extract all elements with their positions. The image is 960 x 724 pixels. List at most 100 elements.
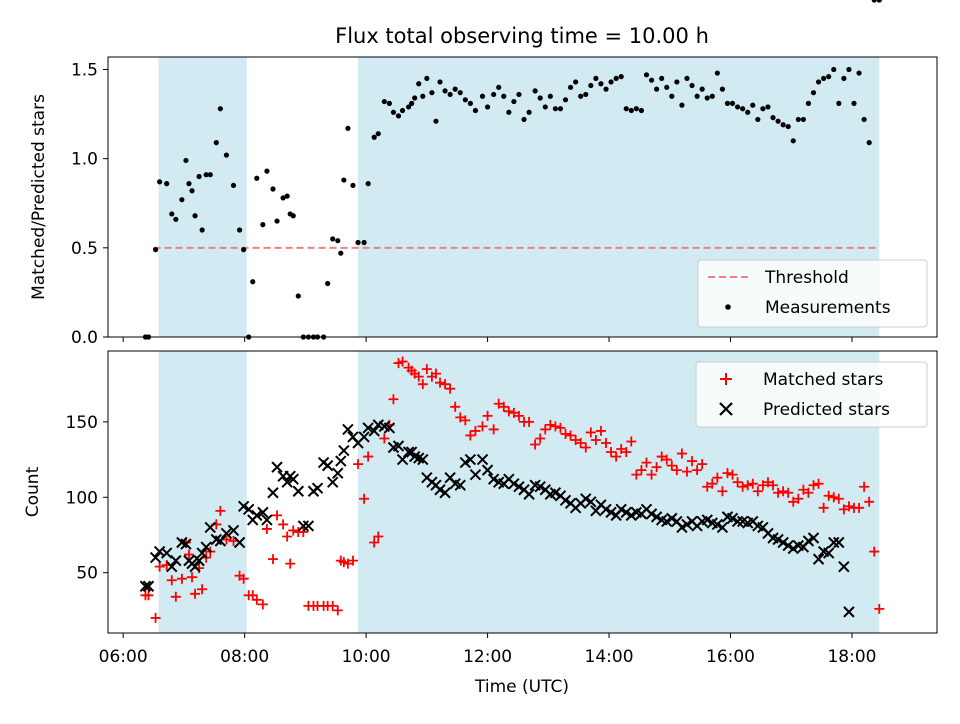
matched-star-point (778, 486, 789, 497)
measurement-point (598, 81, 604, 87)
matched-star-point (611, 451, 622, 462)
measurement-point (274, 218, 280, 224)
matched-star-point (238, 573, 249, 584)
measurement-point (836, 100, 842, 106)
predicted-star-point (233, 536, 246, 549)
measurement-point (805, 100, 812, 106)
matched-star-point (347, 555, 358, 566)
measurement-point (734, 104, 741, 110)
measurement-point (236, 227, 243, 233)
matched-star-point (342, 558, 353, 569)
matched-legend-label: Matched stars (763, 370, 883, 390)
measurement-point (361, 239, 367, 246)
bottom-y-tick-label: 150 (66, 413, 98, 433)
predicted-star-point (297, 520, 310, 532)
matched-star-point (470, 425, 481, 436)
matched-star-point (646, 469, 657, 480)
matched-star-point (818, 502, 829, 513)
matched-star-point (413, 371, 424, 382)
matched-star-point (808, 480, 819, 491)
measurement-point (664, 84, 670, 90)
measurement-point (780, 122, 786, 128)
measurement-point (669, 93, 675, 99)
predicted-star-point (139, 580, 152, 592)
matched-star-point (493, 398, 504, 409)
measurement-point (740, 106, 746, 112)
measurement-point (876, 0, 882, 3)
matched-star-point (503, 406, 514, 417)
predicted-star-point (292, 485, 305, 497)
measurement-point (484, 104, 491, 110)
matched-star-point (702, 481, 713, 492)
predicted-legend-marker (719, 402, 733, 416)
predicted-star-point (476, 453, 489, 466)
matched-star-point (783, 487, 794, 498)
measurement-point (325, 280, 331, 287)
matched-star-point (187, 572, 198, 583)
matched-star-point (530, 439, 541, 450)
predicted-star-point (338, 444, 350, 457)
matched-star-point (869, 546, 880, 557)
measurement-point (800, 116, 806, 123)
matched-star-point (176, 573, 187, 584)
predicted-star-point (161, 547, 173, 559)
measurement-point (264, 168, 270, 174)
measurement-point (750, 102, 756, 108)
matched-star-point (590, 434, 601, 445)
measurement-point (760, 106, 766, 112)
measurement-point (654, 86, 660, 92)
matched-star-point (565, 430, 576, 441)
predicted-star-point (180, 538, 192, 550)
matched-star-point (874, 603, 885, 614)
measurement-point (795, 116, 801, 123)
measurement-point (557, 106, 564, 112)
predicted-star-point (469, 468, 482, 481)
measurement-point (526, 109, 532, 115)
measurement-point (169, 211, 175, 217)
matched-star-point (798, 484, 809, 495)
x-tick-label: 18:00 (827, 647, 876, 667)
measurement-point (821, 75, 827, 82)
measurement-point (618, 74, 624, 80)
measurement-point (714, 70, 720, 76)
measurement-point (775, 118, 781, 124)
matched-star-point (843, 501, 854, 512)
bottom-y-axis-label: Count (23, 466, 43, 517)
measurement-point (562, 97, 569, 103)
measurement-point (457, 90, 463, 96)
predicted-star-point (214, 535, 227, 547)
measurement-point (429, 90, 435, 96)
bottom-legend-box (695, 361, 928, 428)
predicted-star-point (257, 506, 269, 519)
predicted-star-point (242, 503, 255, 516)
matched-star-point (388, 394, 399, 405)
measurement-point (567, 84, 574, 90)
measurement-point (284, 193, 290, 199)
predicted-star-point (335, 455, 347, 467)
measurement-point (295, 293, 301, 299)
matched-star-point (732, 477, 743, 488)
matched-star-point (595, 425, 606, 436)
matched-star-point (737, 481, 748, 492)
matched-star-point (373, 531, 384, 542)
top-y-tick-label: 0.0 (71, 328, 98, 348)
measurement-point (537, 95, 543, 101)
measurement-point (467, 100, 473, 106)
matched-star-point (656, 451, 667, 462)
matched-star-point (498, 401, 509, 412)
measurement-point (841, 75, 847, 82)
predicted-star-point (464, 453, 477, 466)
predicted-star-point (321, 459, 334, 472)
matched-star-point (435, 377, 446, 388)
measurement-point (452, 86, 458, 92)
measurement-point (355, 239, 361, 246)
matched-star-point (651, 462, 662, 473)
measurement-point (416, 81, 422, 87)
bottom-axes-frame (107, 350, 938, 634)
measurement-point (861, 116, 867, 123)
predicted-star-point (383, 422, 396, 434)
matched-star-point (445, 383, 456, 394)
measurement-point (866, 140, 872, 146)
measurement-point (648, 77, 655, 83)
